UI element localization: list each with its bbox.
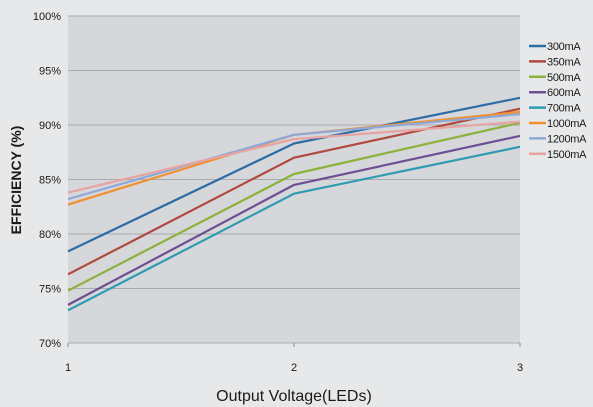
x-tick-label: 1: [65, 362, 71, 374]
y-tick-label: 100%: [33, 11, 61, 23]
legend-label: 300mA: [547, 41, 581, 53]
y-tick-label: 75%: [39, 284, 61, 296]
series-lines: [67, 96, 521, 312]
y-tick-label: 95%: [39, 66, 61, 78]
legend-label: 600mA: [547, 87, 581, 99]
x-axis-label: Output Voltage(LEDs): [216, 388, 372, 405]
series-line-1500mA: [67, 120, 521, 194]
y-tick-label: 70%: [39, 338, 61, 350]
series-line-350mA: [67, 107, 521, 276]
x-tick-label: 2: [291, 362, 297, 374]
x-tick-labels: 1 2 3: [65, 362, 523, 374]
series-line-700mA: [67, 145, 521, 312]
legend-label: 1500mA: [547, 149, 587, 161]
series-line-500mA: [67, 121, 521, 292]
y-tick-labels: 70% 75% 80% 85% 90% 95% 100%: [33, 11, 61, 350]
legend-label: 1000mA: [547, 118, 587, 130]
legend-label: 500mA: [547, 72, 581, 84]
gridlines: [67, 15, 521, 347]
series-line-600mA: [67, 134, 521, 306]
legend-label: 700mA: [547, 103, 581, 115]
series-line-300mA: [67, 96, 521, 253]
y-axis-label: EFFICIENCY (%): [8, 126, 24, 235]
series-line-1200mA: [67, 113, 521, 201]
legend-label: 350mA: [547, 56, 581, 68]
y-tick-label: 85%: [39, 175, 61, 187]
legend: 300mA 350mA 500mA 600mA 700mA 1000mA 1200mA 150…: [529, 41, 587, 161]
y-tick-label: 90%: [39, 120, 61, 132]
x-tick-label: 3: [517, 362, 523, 374]
y-tick-label: 80%: [39, 229, 61, 241]
legend-label: 1200mA: [547, 133, 587, 145]
